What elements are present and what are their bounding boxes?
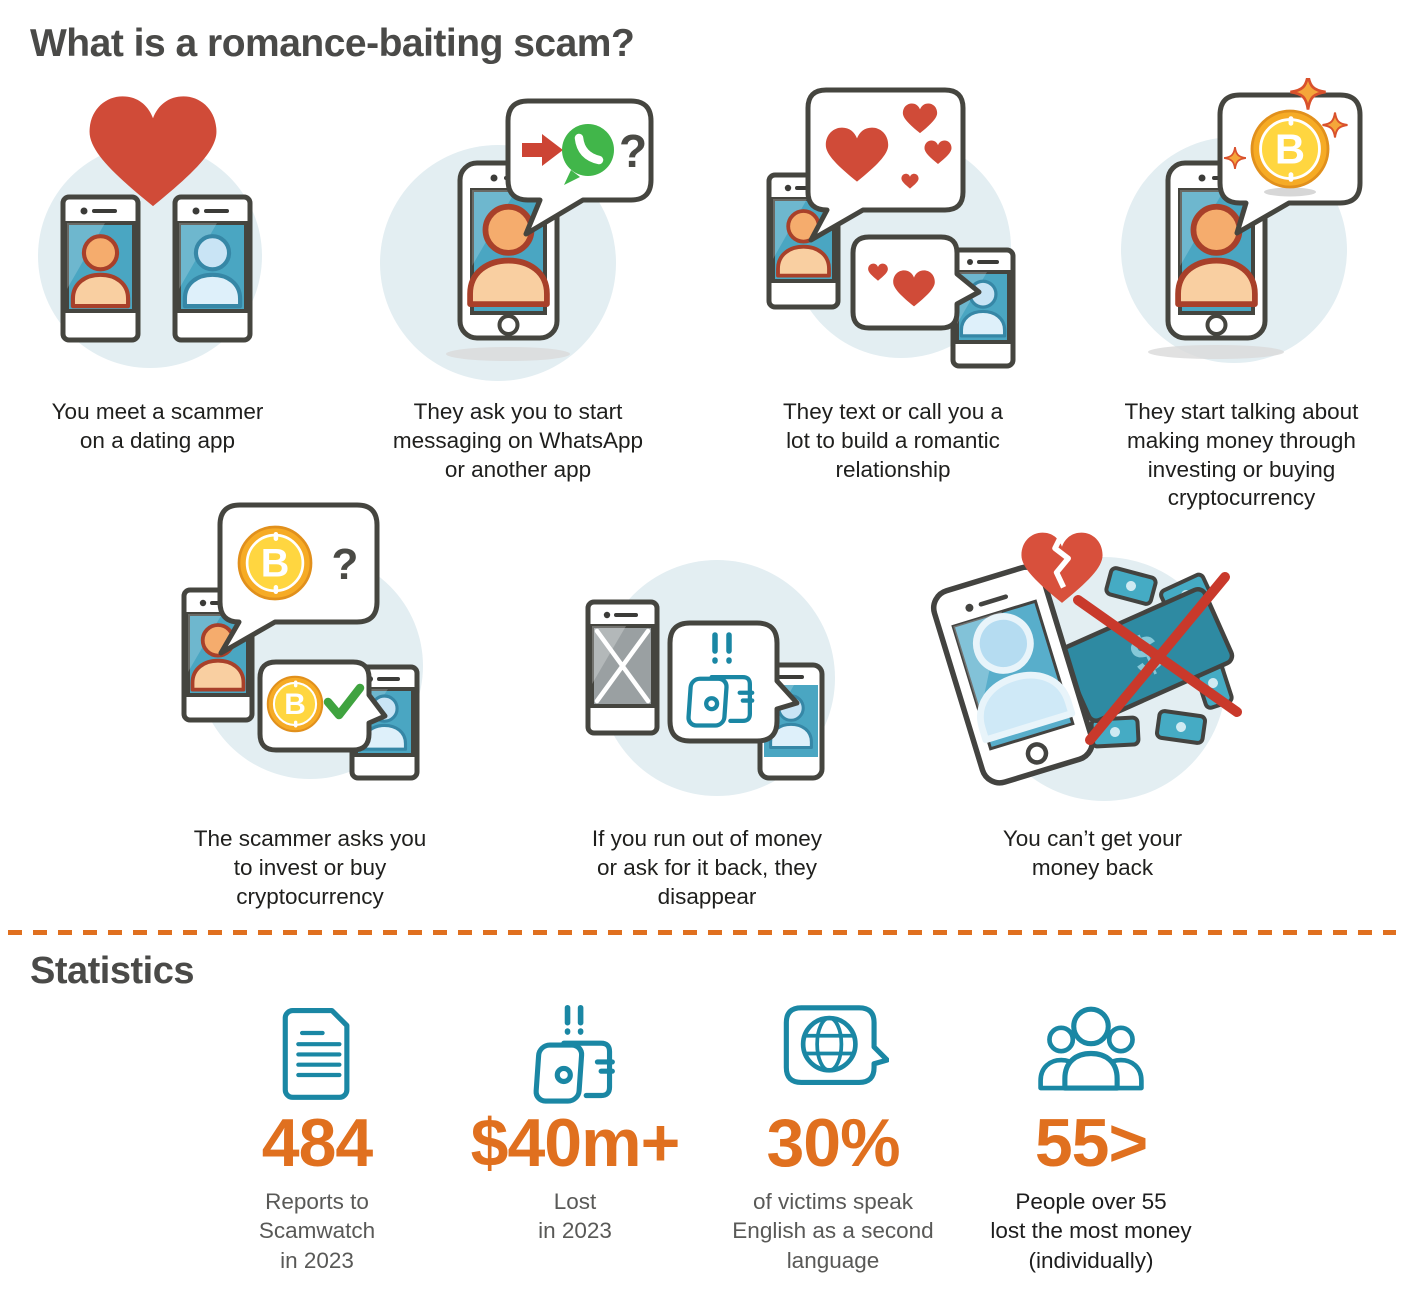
empty-wallet-icon [519,1004,631,1105]
dashed-divider [8,930,1396,935]
stat-label: Reports to Scamwatch in 2023 [258,1189,376,1273]
bitcoin-coin-icon [1252,111,1328,187]
phone-scammer [60,194,141,343]
question-mark: ? [619,125,647,177]
step-caption: They text or call you a lot to build a r… [782,399,1004,482]
illustration-crypto-talk [1121,78,1363,363]
bitcoin-coin-icon [239,527,311,599]
step-caption: The scammer asks you to invest or buy cr… [193,826,427,909]
step-caption: They ask you to start messaging on Whats… [392,399,644,482]
speech-bubble: ? [505,98,654,237]
phone-disconnected [585,599,660,736]
broken-heart-icon [1021,529,1103,603]
red-cross-icon [1073,572,1242,745]
phone-victim [172,194,253,343]
alert-icon [712,632,732,664]
step-caption: They start talking about making money th… [1124,399,1359,511]
statistics-heading: Statistics [30,950,194,992]
stat-label: of victims speak English as a second lan… [732,1189,934,1273]
stat-over-55: 55> People over 55 lost the most money (… [962,1002,1220,1275]
speech-bubble-hearts-big [805,87,966,243]
step-panel-crypto-talk: They start talking about making money th… [1079,78,1404,513]
step-panel-dating-app: You meet a scammer on a dating app [0,78,315,456]
step-panel-disappear: If you run out of money or ask for it ba… [507,495,907,911]
illustration-whatsapp: ? [380,98,654,381]
question-mark: ? [332,540,359,589]
speech-bubble-empty-wallet [667,620,800,744]
illustration-romance [766,87,1016,369]
stat-value: 30% [766,1105,900,1181]
smartphone [457,160,560,341]
stat-reports: 484 Reports to Scamwatch in 2023 [188,1002,446,1275]
shadow [446,347,570,361]
illustration-no-refund: $ [930,529,1242,801]
report-document-icon [282,1007,350,1100]
step-caption: You meet a scammer on a dating app [51,399,264,453]
speech-bubble-bitcoin [1217,92,1363,236]
arrow-right-icon [522,134,563,166]
checkmark-icon [323,683,365,720]
bitcoin-coin-icon [266,675,324,733]
stat-value: 55> [1034,1105,1148,1181]
phone-scammer [766,172,841,310]
illustration-dating-app [38,96,262,368]
step-panel-invest-ask: ? The scammer asks you to invest or buy … [117,495,503,911]
speech-bubble-hearts-small [850,234,982,331]
page-title: What is a romance-baiting scam? [30,22,635,65]
speech-bubble-ask: ? [217,502,380,656]
smartphone-tilted [930,564,1096,786]
people-group-icon [1038,1006,1144,1091]
stat-label: People over 55 lost the most money (indi… [990,1189,1192,1273]
stat-value: 484 [261,1105,373,1181]
speech-bubble-accept [257,659,388,753]
coin-shadow [1264,187,1316,197]
shadow [1148,345,1284,359]
step-caption: You can’t get your money back [1002,826,1183,880]
stat-value: $40m+ [470,1105,681,1181]
phone-victim [950,247,1016,369]
smartphone [1165,160,1268,341]
illustration-disappear [585,560,835,796]
whatsapp-icon [562,124,614,185]
language-globe-icon [783,1005,889,1085]
stat-label: Lost in 2023 [538,1189,612,1244]
illustration-invest-ask: ? [181,502,423,781]
money-bill [1154,708,1208,746]
stat-lost: $40m+ Lost in 2023 [446,1002,704,1275]
stat-language: 30% of victims speak English as a second… [704,1002,962,1275]
step-panel-no-refund: $ You can’t get your money back [895,495,1290,883]
step-caption: If you run out of money or ask for it ba… [591,826,823,909]
step-panel-whatsapp: ? They ask you to start messaging on Wha… [348,78,688,484]
step-panel-romance: They text or call you a lot to build a r… [723,78,1063,484]
statistics-row: 484 Reports to Scamwatch in 2023 $40m+ L… [188,1002,1220,1275]
